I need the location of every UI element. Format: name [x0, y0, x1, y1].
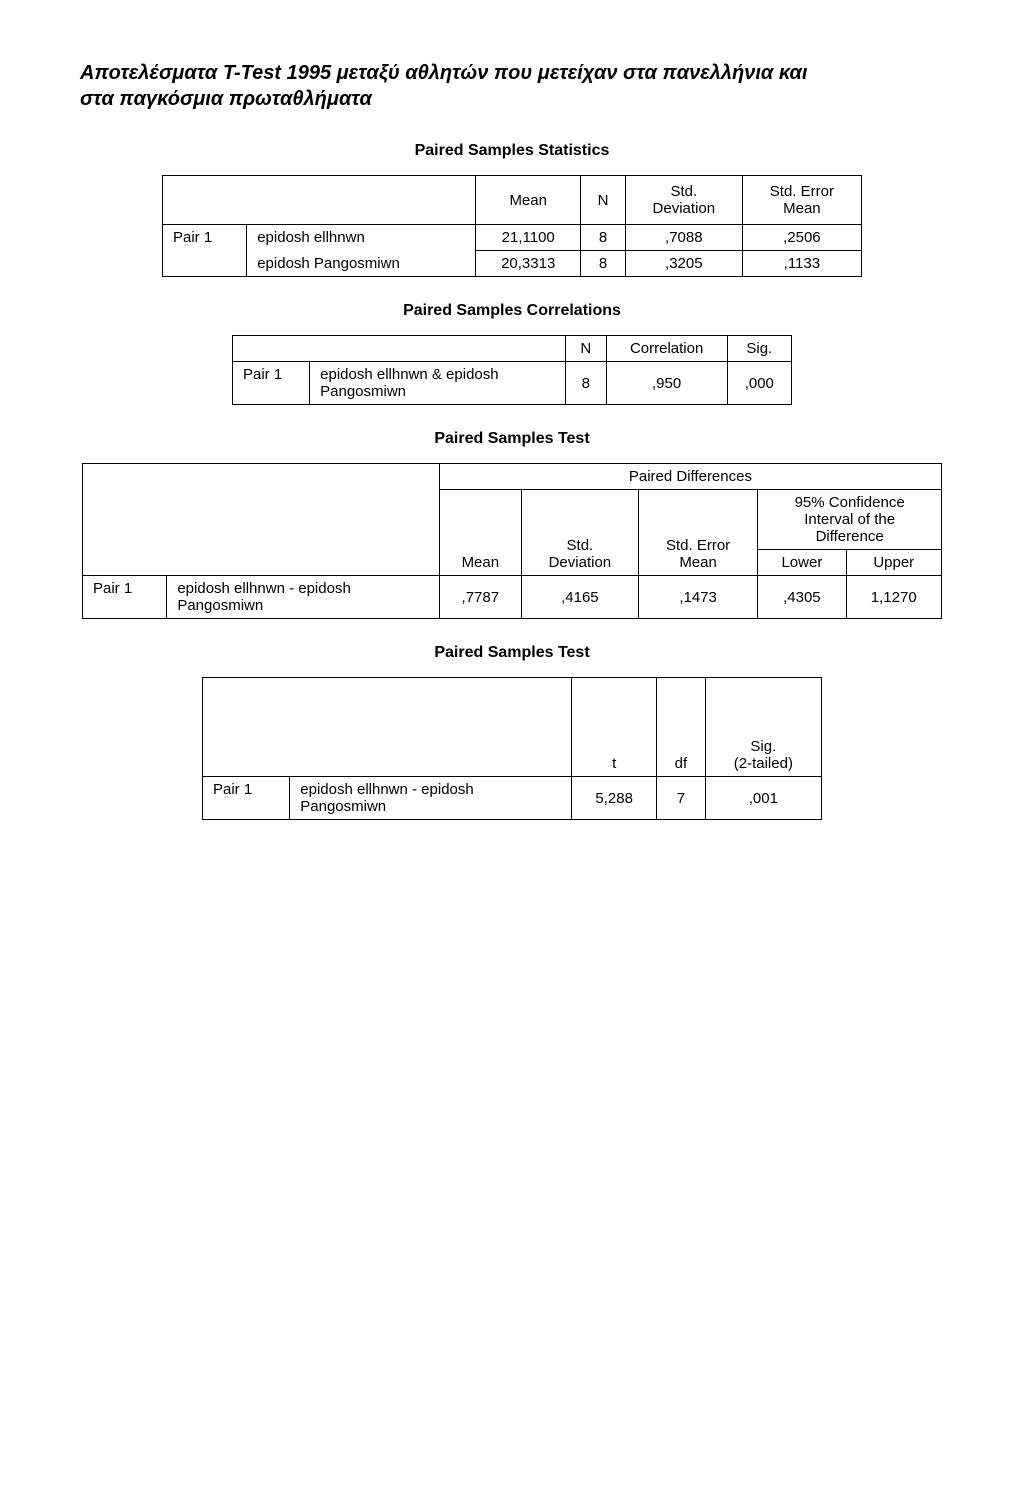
stats-table: Mean N Std. Deviation Std. Error Mean Pa…	[162, 175, 862, 277]
test2-table: t df Sig. (2-tailed) Pair 1 epidosh ellh…	[202, 677, 822, 820]
cell: ,000	[727, 362, 791, 405]
col-mean: Mean	[439, 490, 521, 576]
cell: ,2506	[742, 225, 861, 251]
ci-header: 95% Confidence Interval of the Differenc…	[758, 490, 942, 550]
row-label: epidosh Pangosmiwn	[247, 251, 476, 277]
col-sig: Sig. (2-tailed)	[705, 678, 821, 777]
cell: ,7088	[625, 225, 742, 251]
col-stderr: Std. Error Mean	[638, 490, 757, 576]
section-title-test2: Paired Samples Test	[80, 644, 944, 662]
table-row: epidosh Pangosmiwn 20,3313 8 ,3205 ,1133	[163, 251, 862, 277]
cell: 8	[565, 362, 606, 405]
cell: 5,288	[572, 777, 657, 820]
cell: 20,3313	[476, 251, 581, 277]
col-df: df	[657, 678, 706, 777]
page-title: Αποτελέσματα T-Test 1995 μεταξύ αθλητών …	[80, 60, 944, 112]
cell: 8	[581, 225, 626, 251]
test1-table: Paired Differences Mean Std. Deviation S…	[82, 463, 942, 619]
section-title-stats: Paired Samples Statistics	[80, 142, 944, 160]
table-row: Pair 1 epidosh ellhnwn - epidosh Pangosm…	[83, 576, 942, 619]
table-row: N Correlation Sig.	[233, 336, 792, 362]
row-label: epidosh ellhnwn & epidosh Pangosmiwn	[310, 362, 566, 405]
cell: 8	[581, 251, 626, 277]
corr-table: N Correlation Sig. Pair 1 epidosh ellhnw…	[232, 335, 792, 405]
table-row: Pair 1 epidosh ellhnwn & epidosh Pangosm…	[233, 362, 792, 405]
pair-label: Pair 1	[163, 225, 247, 277]
col-mean: Mean	[476, 176, 581, 225]
row-label: epidosh ellhnwn - epidosh Pangosmiwn	[290, 777, 572, 820]
col-t: t	[572, 678, 657, 777]
cell: 7	[657, 777, 706, 820]
col-sig: Sig.	[727, 336, 791, 362]
table-row: Mean N Std. Deviation Std. Error Mean	[163, 176, 862, 225]
paired-diff-header: Paired Differences	[439, 464, 941, 490]
table-row: Pair 1 epidosh ellhnwn - epidosh Pangosm…	[203, 777, 822, 820]
cell: ,3205	[625, 251, 742, 277]
pair-label: Pair 1	[233, 362, 310, 405]
cell: ,4165	[521, 576, 638, 619]
col-n: N	[565, 336, 606, 362]
col-stddev: Std. Deviation	[521, 490, 638, 576]
cell: 1,1270	[846, 576, 942, 619]
section-title-corr: Paired Samples Correlations	[80, 302, 944, 320]
title-line1: Αποτελέσματα T-Test 1995 μεταξύ αθλητών …	[80, 62, 807, 84]
col-lower: Lower	[758, 550, 846, 576]
pair-label: Pair 1	[83, 576, 167, 619]
cell: ,4305	[758, 576, 846, 619]
cell: ,001	[705, 777, 821, 820]
cell: ,1473	[638, 576, 757, 619]
col-upper: Upper	[846, 550, 942, 576]
table-row: t df Sig. (2-tailed)	[203, 678, 822, 777]
title-line2: στα παγκόσμια πρωταθλήματα	[80, 88, 372, 110]
cell: ,7787	[439, 576, 521, 619]
col-n: N	[581, 176, 626, 225]
cell: ,950	[606, 362, 727, 405]
col-correlation: Correlation	[606, 336, 727, 362]
pair-label: Pair 1	[203, 777, 290, 820]
section-title-test1: Paired Samples Test	[80, 430, 944, 448]
col-stderr: Std. Error Mean	[742, 176, 861, 225]
table-row: Paired Differences	[83, 464, 942, 490]
row-label: epidosh ellhnwn	[247, 225, 476, 251]
table-row: Pair 1 epidosh ellhnwn 21,1100 8 ,7088 ,…	[163, 225, 862, 251]
cell: ,1133	[742, 251, 861, 277]
col-stddev: Std. Deviation	[625, 176, 742, 225]
cell: 21,1100	[476, 225, 581, 251]
row-label: epidosh ellhnwn - epidosh Pangosmiwn	[167, 576, 439, 619]
